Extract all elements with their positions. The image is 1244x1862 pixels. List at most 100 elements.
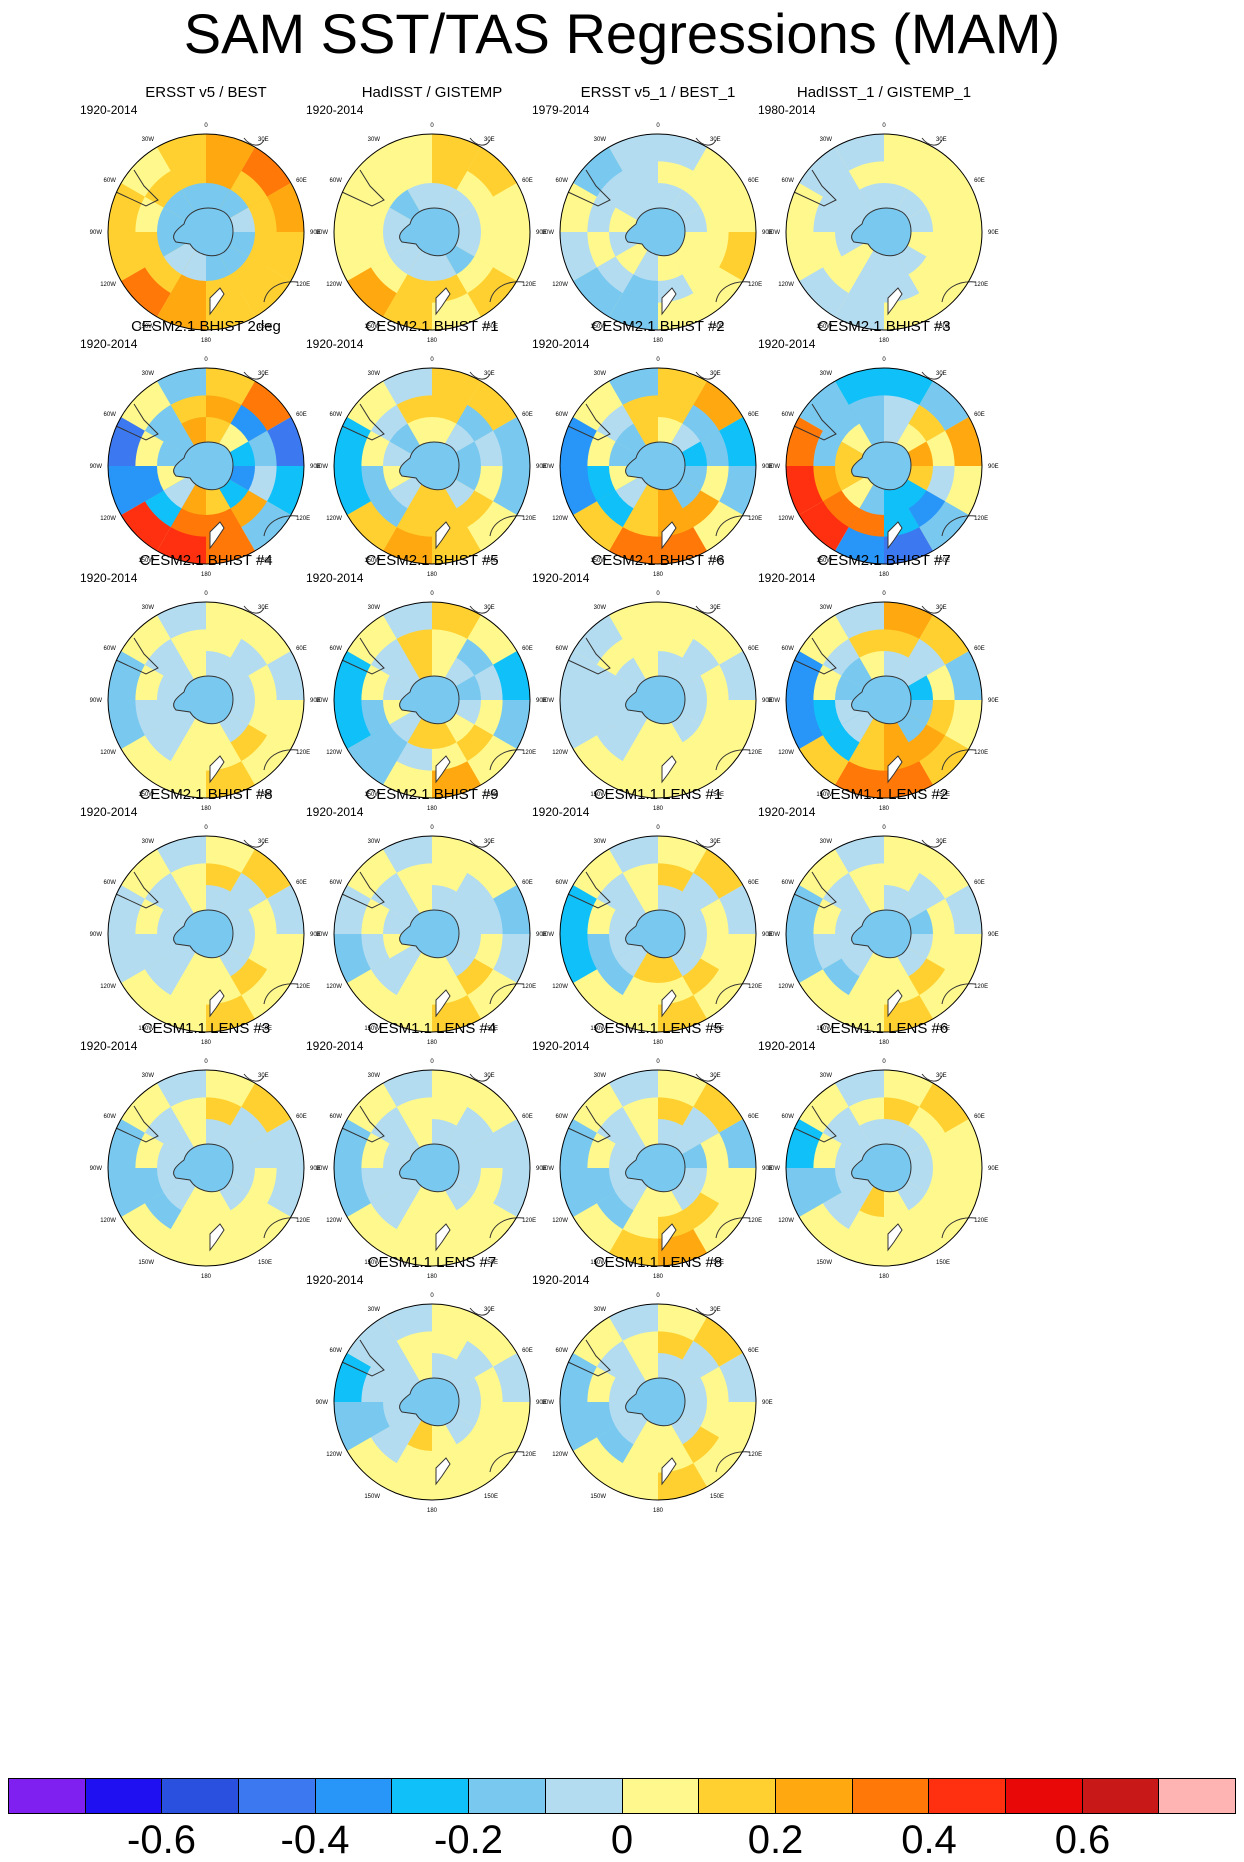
longitude-label: 30W xyxy=(594,1307,607,1313)
longitude-label: 0 xyxy=(656,1059,660,1065)
panel-period: 1920-2014 xyxy=(80,1039,138,1053)
longitude-label: 180 xyxy=(879,572,890,578)
polar-map: 0 30W 30E 60W 60E 90W 90E 120W 120E 150W 150E 180 xyxy=(542,825,773,1046)
longitude-label: 180 xyxy=(879,338,890,344)
longitude-label: 30W xyxy=(820,605,833,611)
longitude-label: 30W xyxy=(142,137,155,143)
longitude-label: 90E xyxy=(988,698,999,704)
antarctica-coastline xyxy=(399,1143,460,1193)
map-boundary xyxy=(785,367,983,565)
africa-coastline xyxy=(243,839,265,848)
polar-map: 0 30W 30E 60W 60E 90W 90E 120W 120E 150W 150E 180 xyxy=(316,1293,547,1514)
longitude-label: 30E xyxy=(936,371,947,377)
longitude-label: 180 xyxy=(653,572,664,578)
longitude-label: 30E xyxy=(936,839,947,845)
longitude-label: 60E xyxy=(522,880,533,886)
longitude-label: 150E xyxy=(710,792,724,798)
longitude-label: 0 xyxy=(656,123,660,129)
australia-coastline xyxy=(715,515,751,537)
longitude-label: 90W xyxy=(316,1400,329,1406)
polar-map: 0 30W 30E 60W 60E 90W 90E 120W 120E 150W 150E 180 xyxy=(316,591,547,812)
panel-title: CESM1.1 LENS #6 xyxy=(819,1020,949,1037)
map-panel: CESM2.1 BHIST #8 1920-2014 0 30W 30E 60W 60E 90… xyxy=(72,786,340,1058)
longitude-label: 90W xyxy=(542,932,555,938)
panel-period: 1920-2014 xyxy=(532,337,590,351)
new-zealand-coastline xyxy=(887,287,903,316)
map-boundary xyxy=(559,835,757,1033)
new-zealand-coastline xyxy=(887,755,903,784)
africa-coastline xyxy=(243,137,265,146)
longitude-label: 60W xyxy=(104,178,117,184)
longitude-label: 120E xyxy=(748,1452,762,1458)
longitude-label: 120W xyxy=(326,1218,342,1224)
south-america-coastline xyxy=(341,169,385,207)
longitude-label: 90E xyxy=(988,932,999,938)
longitude-label: 90W xyxy=(316,698,329,704)
australia-coastline xyxy=(715,983,751,1005)
longitude-label: 30W xyxy=(594,1073,607,1079)
longitude-label: 120E xyxy=(522,984,536,990)
longitude-label: 30E xyxy=(484,371,495,377)
longitude-label: 90E xyxy=(536,230,547,236)
longitude-label: 150E xyxy=(936,1026,950,1032)
polar-map: 0 30W 30E 60W 60E 90W 90E 120W 120E 150W 150E 180 xyxy=(90,591,321,812)
south-america-coastline xyxy=(793,169,837,207)
longitude-label: 90E xyxy=(536,698,547,704)
longitude-label: 60W xyxy=(782,1114,795,1120)
longitude-label: 180 xyxy=(653,1274,664,1280)
colorbar-box xyxy=(852,1779,930,1813)
longitude-label: 60E xyxy=(974,412,985,418)
longitude-label: 60W xyxy=(556,646,569,652)
longitude-label: 120W xyxy=(326,750,342,756)
longitude-label: 60E xyxy=(522,646,533,652)
antarctica-coastline xyxy=(625,909,686,959)
longitude-label: 120E xyxy=(522,282,536,288)
longitude-label: 30W xyxy=(820,839,833,845)
longitude-label: 120W xyxy=(552,282,568,288)
longitude-label: 30E xyxy=(484,605,495,611)
africa-coastline xyxy=(469,839,491,848)
colorbar-box xyxy=(1005,1779,1083,1813)
longitude-label: 150W xyxy=(590,1494,606,1500)
longitude-label: 60W xyxy=(330,178,343,184)
longitude-label: 60E xyxy=(296,412,307,418)
south-america-coastline xyxy=(341,1339,385,1377)
australia-coastline xyxy=(263,515,299,537)
colorbar-box xyxy=(85,1779,163,1813)
figure-title: SAM SST/TAS Regressions (MAM) xyxy=(183,2,1061,65)
longitude-label: 150E xyxy=(484,1494,498,1500)
longitude-label: 90W xyxy=(316,1166,329,1172)
south-america-coastline xyxy=(341,637,385,675)
map-panel: CESM2.1 BHIST #2 1920-2014 0 30W 30E 60W 60E 90… xyxy=(524,318,792,590)
longitude-label: 30E xyxy=(710,1307,721,1313)
longitude-label: 60W xyxy=(782,880,795,886)
longitude-label: 180 xyxy=(427,806,438,812)
africa-coastline xyxy=(469,371,491,380)
colorbar-box xyxy=(315,1779,393,1813)
longitude-label: 30W xyxy=(594,371,607,377)
longitude-label: 0 xyxy=(204,825,208,831)
longitude-label: 120W xyxy=(100,750,116,756)
antarctica-coastline xyxy=(173,909,234,959)
longitude-label: 0 xyxy=(204,123,208,129)
antarctica-coastline xyxy=(399,207,460,257)
panel-title: ERSST v5_1 / BEST_1 xyxy=(580,84,736,101)
antarctica-coastline xyxy=(399,909,460,959)
africa-coastline xyxy=(695,137,717,146)
panel-period: 1920-2014 xyxy=(306,571,364,585)
longitude-label: 30E xyxy=(484,137,495,143)
longitude-label: 150W xyxy=(364,324,380,330)
longitude-label: 30E xyxy=(484,1073,495,1079)
longitude-label: 120W xyxy=(778,1218,794,1224)
longitude-label: 120W xyxy=(326,984,342,990)
longitude-label: 150E xyxy=(484,558,498,564)
south-america-coastline xyxy=(341,403,385,441)
longitude-label: 120E xyxy=(296,282,310,288)
longitude-label: 180 xyxy=(653,1508,664,1514)
australia-coastline xyxy=(489,983,525,1005)
longitude-label: 150E xyxy=(936,792,950,798)
longitude-label: 0 xyxy=(430,825,434,831)
longitude-label: 90E xyxy=(310,1166,321,1172)
longitude-label: 90W xyxy=(90,932,103,938)
longitude-label: 180 xyxy=(201,572,212,578)
